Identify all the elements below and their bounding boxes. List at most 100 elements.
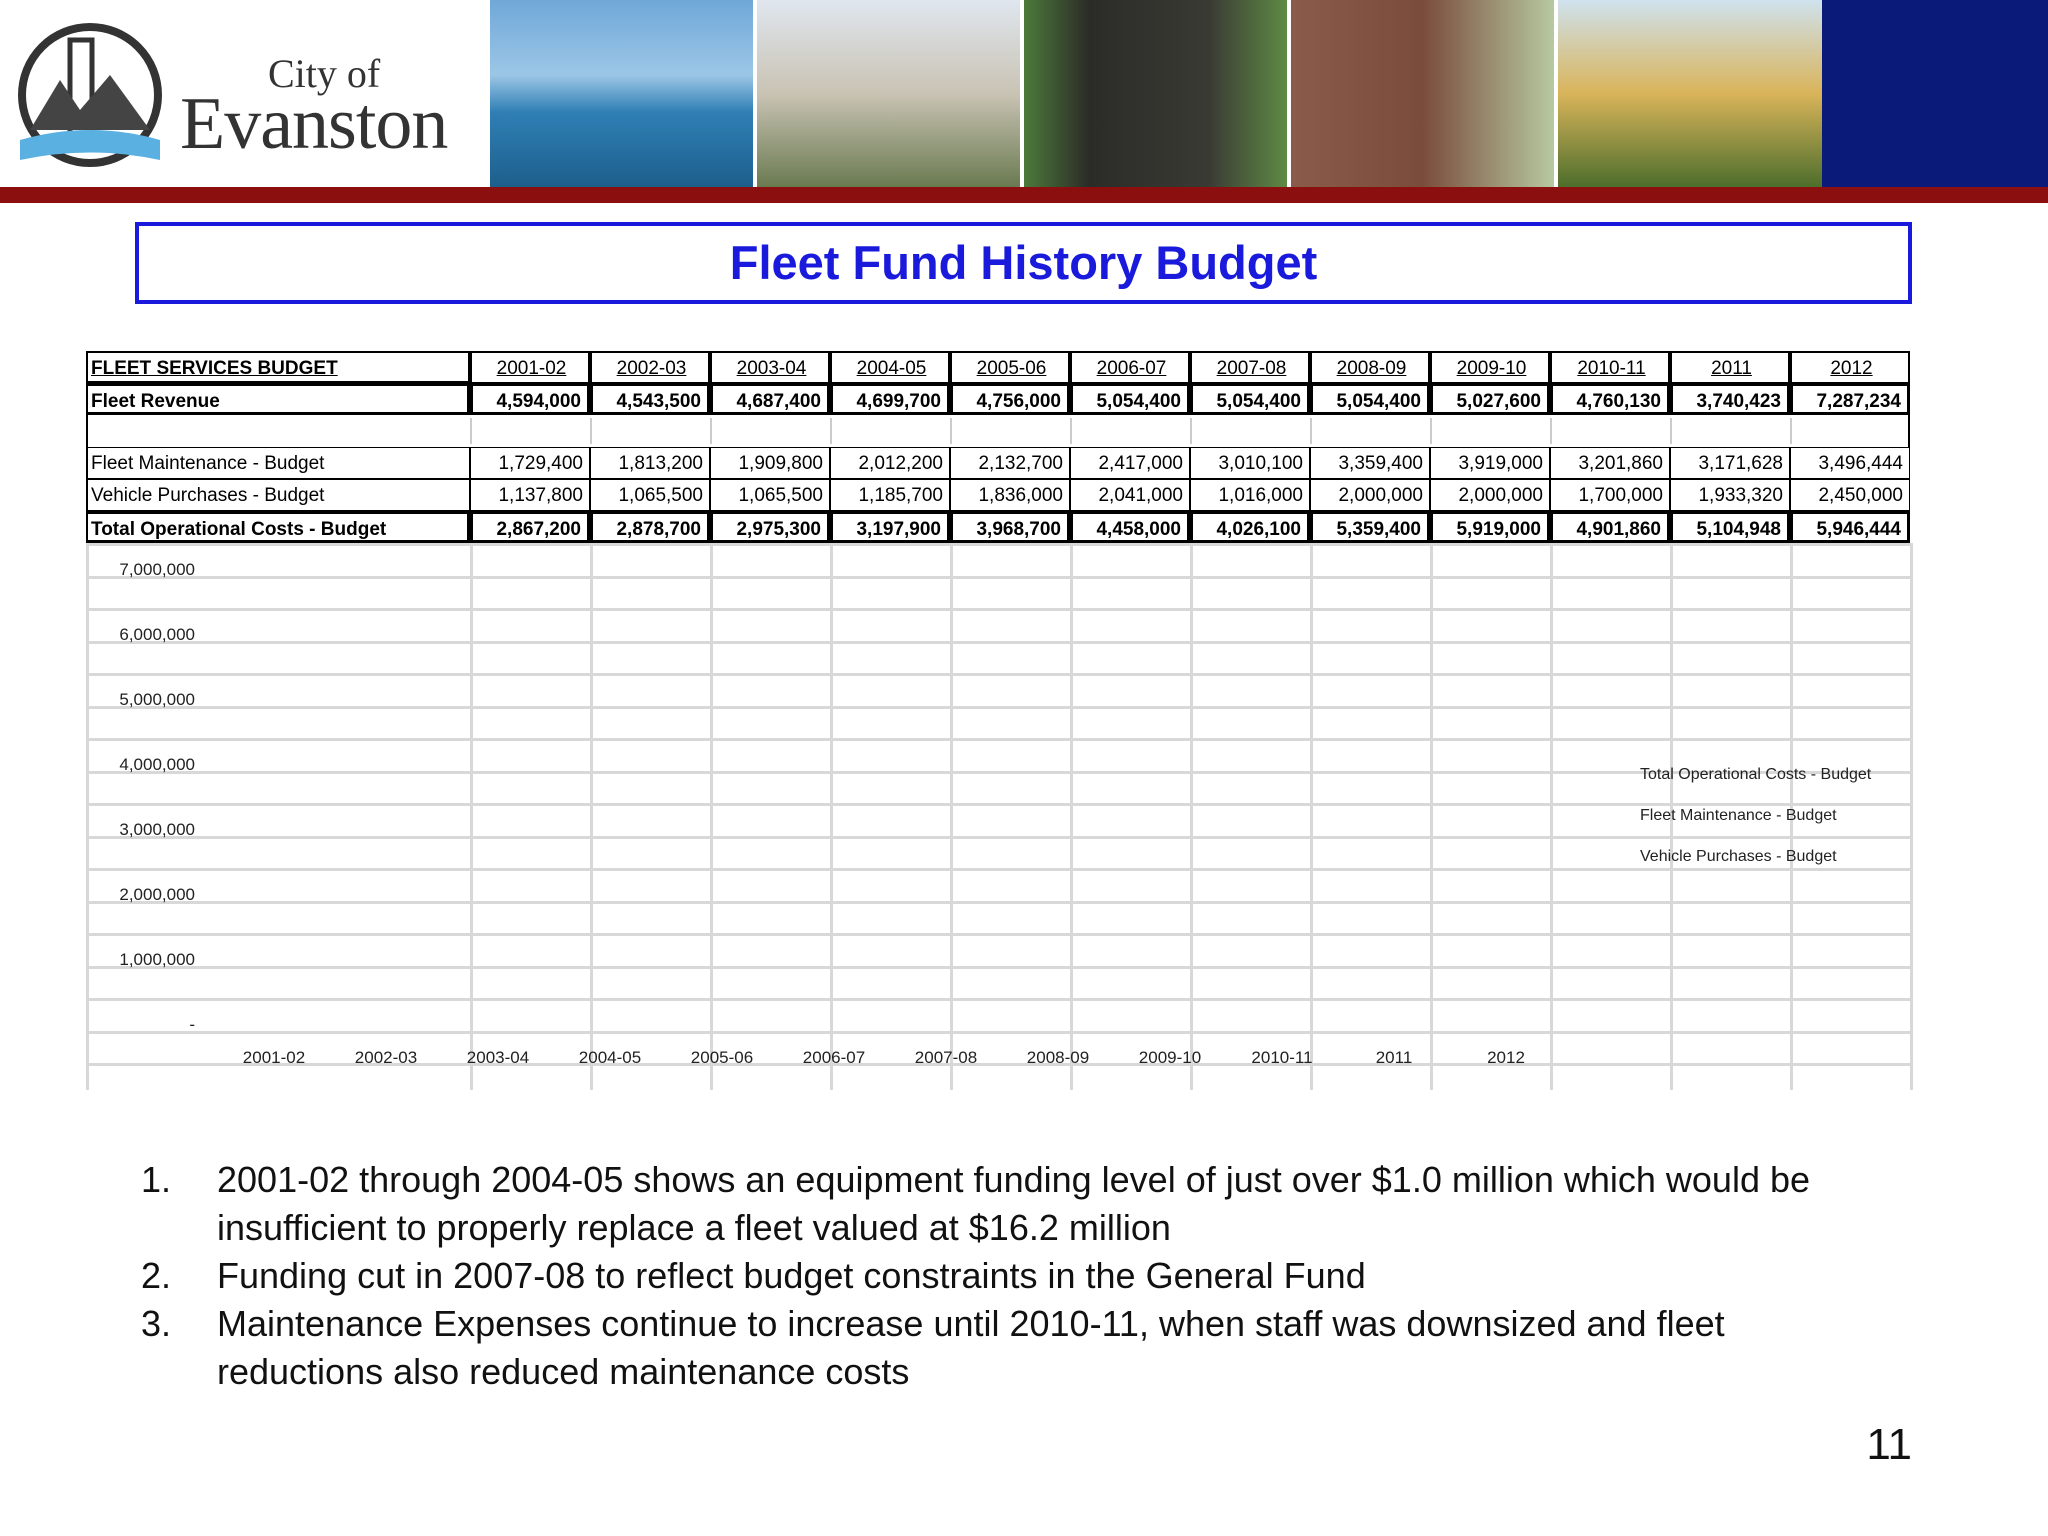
header-cell: 2004-05 (830, 351, 950, 383)
value-cell: 5,054,400 (1190, 383, 1310, 415)
value-cell: 3,010,100 (1190, 447, 1310, 479)
legend-entry: Fleet Maintenance - Budget (1640, 807, 1837, 824)
value-cell: 2,012,200 (830, 447, 950, 479)
logo-small: City of (268, 51, 381, 96)
value-cell: 5,919,000 (1430, 511, 1550, 543)
grid-line (1790, 543, 1793, 1090)
legend-entry: Total Operational Costs - Budget (1640, 766, 1872, 783)
note-text: 2001-02 through 2004-05 shows an equipme… (217, 1159, 1811, 1248)
grid-line (950, 543, 953, 1090)
logo-large: Evanston (180, 83, 448, 165)
value-cell: 1,137,800 (470, 479, 590, 511)
value-cell: 2,450,000 (1790, 479, 1910, 511)
header-cell: 2009-10 (1430, 351, 1550, 383)
photo-houses (757, 0, 1020, 187)
grid-line (86, 543, 89, 1090)
value-cell: 4,687,400 (710, 383, 830, 415)
value-cell: 5,359,400 (1310, 511, 1430, 543)
value-cell: 3,919,000 (1430, 447, 1550, 479)
y-axis-label: 1,000,000 (119, 950, 195, 969)
value-cell: 4,760,130 (1550, 383, 1670, 415)
grid-line (86, 705, 1910, 709)
row-label: Fleet Revenue (86, 383, 470, 415)
cell-border (1790, 418, 1792, 444)
grid-line (470, 543, 473, 1090)
grid-line (1070, 543, 1073, 1090)
value-cell: 4,543,500 (590, 383, 710, 415)
value-cell: 3,359,400 (1310, 447, 1430, 479)
x-axis-label: 2011 (1375, 1048, 1413, 1067)
x-axis-label: 2008-09 (1026, 1048, 1090, 1067)
value-cell: 1,909,800 (710, 447, 830, 479)
header-cell: 2002-03 (590, 351, 710, 383)
grid-line (86, 965, 1910, 969)
grid-line (1190, 543, 1193, 1090)
value-cell: 7,287,234 (1790, 383, 1910, 415)
value-cell: 2,000,000 (1310, 479, 1430, 511)
value-cell: 2,878,700 (590, 511, 710, 543)
value-cell: 1,065,500 (590, 479, 710, 511)
title: Fleet Fund History Budget (135, 222, 1912, 304)
cell-border (1550, 418, 1552, 444)
x-axis-label: 2004-05 (578, 1048, 642, 1067)
grid-line (86, 575, 1910, 579)
value-cell: 5,946,444 (1790, 511, 1910, 543)
value-cell: 2,132,700 (950, 447, 1070, 479)
grid-line (86, 673, 1910, 676)
x-axis-label: 2003-04 (466, 1048, 530, 1067)
page-number: 11 (1866, 1420, 1912, 1469)
x-axis-label: 2002-03 (354, 1048, 418, 1067)
value-cell: 4,699,700 (830, 383, 950, 415)
value-cell: 1,729,400 (470, 447, 590, 479)
grid-line (830, 543, 833, 1090)
row-label: Total Operational Costs - Budget (86, 511, 470, 543)
y-axis-label: 6,000,000 (119, 625, 195, 644)
value-cell: 3,740,423 (1670, 383, 1790, 415)
y-axis-label: 3,000,000 (119, 820, 195, 839)
header-cell: 2010-11 (1550, 351, 1670, 383)
row-label: Fleet Maintenance - Budget (86, 447, 470, 479)
header-cell: 2008-09 (1310, 351, 1430, 383)
note-number: 1. (141, 1159, 172, 1200)
grid-line (86, 835, 1910, 839)
grid-line (86, 738, 1910, 741)
grid-line (1310, 543, 1313, 1090)
y-axis-label: 5,000,000 (119, 690, 195, 709)
value-cell: 1,700,000 (1550, 479, 1670, 511)
x-axis-label: 2006-07 (802, 1048, 866, 1067)
y-axis-label: 7,000,000 (119, 560, 195, 579)
value-cell: 4,026,100 (1190, 511, 1310, 543)
grid-line (86, 608, 1910, 611)
grid-line (86, 1063, 1910, 1066)
banner: City of Evanston (0, 0, 2048, 190)
grid-line (1910, 543, 1913, 1090)
y-axis-label: 4,000,000 (119, 755, 195, 774)
value-cell: 1,185,700 (830, 479, 950, 511)
value-cell: 4,594,000 (470, 383, 590, 415)
blank-row (86, 415, 1910, 447)
value-cell: 1,813,200 (590, 447, 710, 479)
cell-border (1070, 418, 1072, 444)
cell-border (1310, 418, 1312, 444)
cell-border (470, 418, 472, 444)
value-cell: 1,836,000 (950, 479, 1070, 511)
header-cell: 2001-02 (470, 351, 590, 383)
x-axis-label: 2005-06 (690, 1048, 754, 1067)
grid-line (1550, 543, 1553, 1090)
cell-border (1670, 418, 1672, 444)
value-cell: 2,867,200 (470, 511, 590, 543)
value-cell: 1,016,000 (1190, 479, 1310, 511)
note-number: 2. (141, 1255, 172, 1296)
value-cell: 5,054,400 (1310, 383, 1430, 415)
header-cell: 2006-07 (1070, 351, 1190, 383)
cell-border (830, 418, 832, 444)
red-rule (0, 187, 2048, 203)
value-cell: 3,197,900 (830, 511, 950, 543)
photo-tower (1024, 0, 1287, 187)
value-cell: 2,417,000 (1070, 447, 1190, 479)
x-axis-label: 2001-02 (242, 1048, 306, 1067)
grid-line (86, 998, 1910, 1001)
header-cell: 2005-06 (950, 351, 1070, 383)
value-cell: 3,171,628 (1670, 447, 1790, 479)
value-cell: 2,975,300 (710, 511, 830, 543)
